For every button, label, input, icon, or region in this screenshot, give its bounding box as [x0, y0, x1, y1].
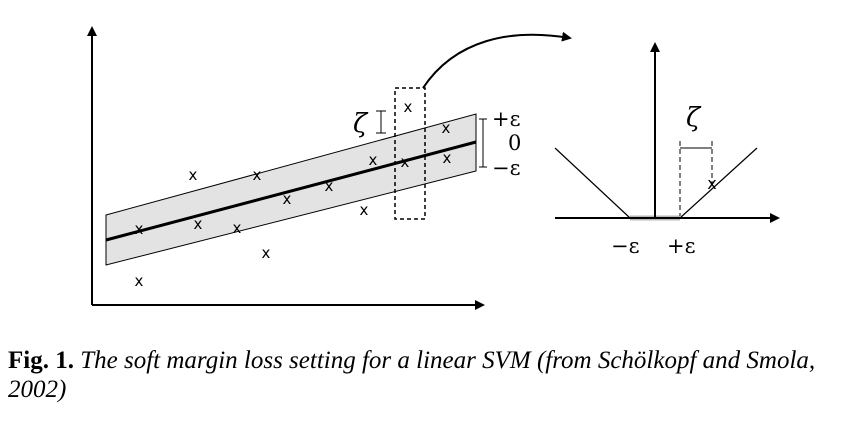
- data-point: x: [262, 244, 271, 262]
- right-tick-plus-epsilon: +ε: [667, 234, 695, 258]
- data-point: x: [233, 219, 242, 237]
- right-slack-point: x: [707, 174, 716, 193]
- right-zeta-bracket: [679, 141, 713, 216]
- data-point: x: [443, 149, 452, 167]
- data-point: x: [189, 166, 198, 184]
- left-zeta-label: ζ: [353, 109, 369, 139]
- left-zeta-bracket: [376, 110, 386, 134]
- data-point: x: [194, 215, 203, 233]
- data-point: x: [135, 220, 144, 238]
- data-point: x: [325, 177, 334, 195]
- right-tick-minus-epsilon: −ε: [611, 234, 639, 258]
- minus-epsilon-label: −ε: [492, 156, 520, 180]
- data-point: x: [404, 98, 413, 116]
- plus-epsilon-label: +ε: [492, 107, 520, 131]
- caption-text: The soft margin loss setting for a linea…: [8, 347, 816, 403]
- data-point: x: [442, 119, 451, 137]
- right-plot: ζ x −ε +ε: [554, 42, 780, 258]
- right-zeta-label: ζ: [686, 103, 702, 133]
- zoom-connector-arrow: [422, 31, 572, 89]
- data-point: x: [369, 151, 378, 169]
- data-point: x: [253, 166, 262, 184]
- data-point: x: [360, 201, 369, 219]
- data-point: x: [283, 190, 292, 208]
- zero-label: 0: [508, 131, 521, 155]
- data-point: x: [401, 153, 410, 171]
- epsilon-band-bracket: [479, 118, 487, 168]
- caption-label: Fig. 1.: [8, 347, 74, 374]
- data-point: x: [135, 272, 144, 290]
- figure-caption: Fig. 1. The soft margin loss setting for…: [8, 346, 856, 404]
- zoom-selection-box: [394, 87, 426, 220]
- regression-line: [105, 140, 477, 242]
